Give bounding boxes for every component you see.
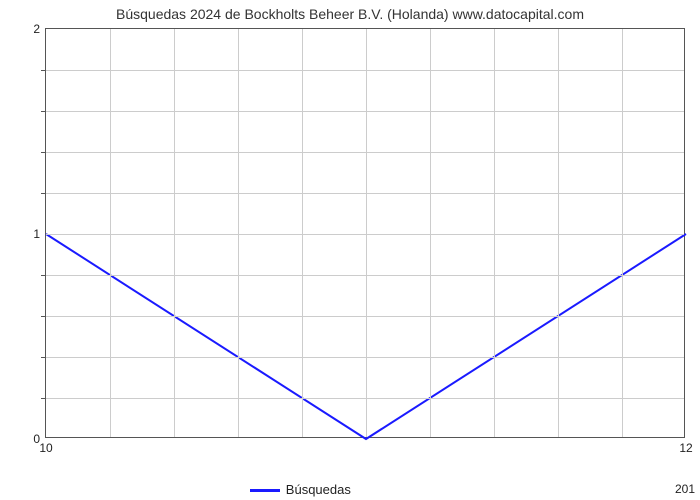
y-axis-tick-label: 1: [33, 227, 46, 241]
grid-line-horizontal: [46, 111, 684, 112]
grid-line-vertical: [622, 29, 623, 437]
grid-line-vertical: [366, 29, 367, 437]
y-axis-minor-tick: [41, 193, 46, 194]
y-axis-minor-tick: [41, 316, 46, 317]
grid-line-horizontal: [46, 275, 684, 276]
grid-line-horizontal: [46, 357, 684, 358]
chart-container: Búsquedas 2024 de Bockholts Beheer B.V. …: [0, 0, 700, 500]
y-axis-minor-tick: [41, 152, 46, 153]
grid-line-horizontal: [46, 398, 684, 399]
x-axis-tick-label: 12: [679, 437, 692, 455]
grid-line-vertical: [558, 29, 559, 437]
footer-right-label: 201: [675, 482, 695, 496]
grid-line-vertical: [110, 29, 111, 437]
legend-label: Búsquedas: [286, 482, 351, 497]
y-axis-tick-label: 2: [33, 22, 46, 36]
chart-title: Búsquedas 2024 de Bockholts Beheer B.V. …: [0, 6, 700, 22]
grid-line-horizontal: [46, 316, 684, 317]
grid-line-vertical: [174, 29, 175, 437]
y-axis-minor-tick: [41, 111, 46, 112]
grid-line-horizontal: [46, 193, 684, 194]
legend: Búsquedas: [250, 482, 351, 497]
plot-area: 0121012: [45, 28, 685, 438]
grid-line-vertical: [430, 29, 431, 437]
x-axis-tick-label: 10: [39, 437, 52, 455]
grid-line-vertical: [238, 29, 239, 437]
legend-swatch: [250, 489, 280, 492]
y-axis-minor-tick: [41, 398, 46, 399]
y-axis-minor-tick: [41, 357, 46, 358]
grid-line-horizontal: [46, 152, 684, 153]
grid-line-vertical: [302, 29, 303, 437]
y-axis-minor-tick: [41, 70, 46, 71]
grid-line-horizontal: [46, 70, 684, 71]
grid-line-horizontal: [46, 234, 684, 235]
y-axis-minor-tick: [41, 275, 46, 276]
grid-line-vertical: [494, 29, 495, 437]
